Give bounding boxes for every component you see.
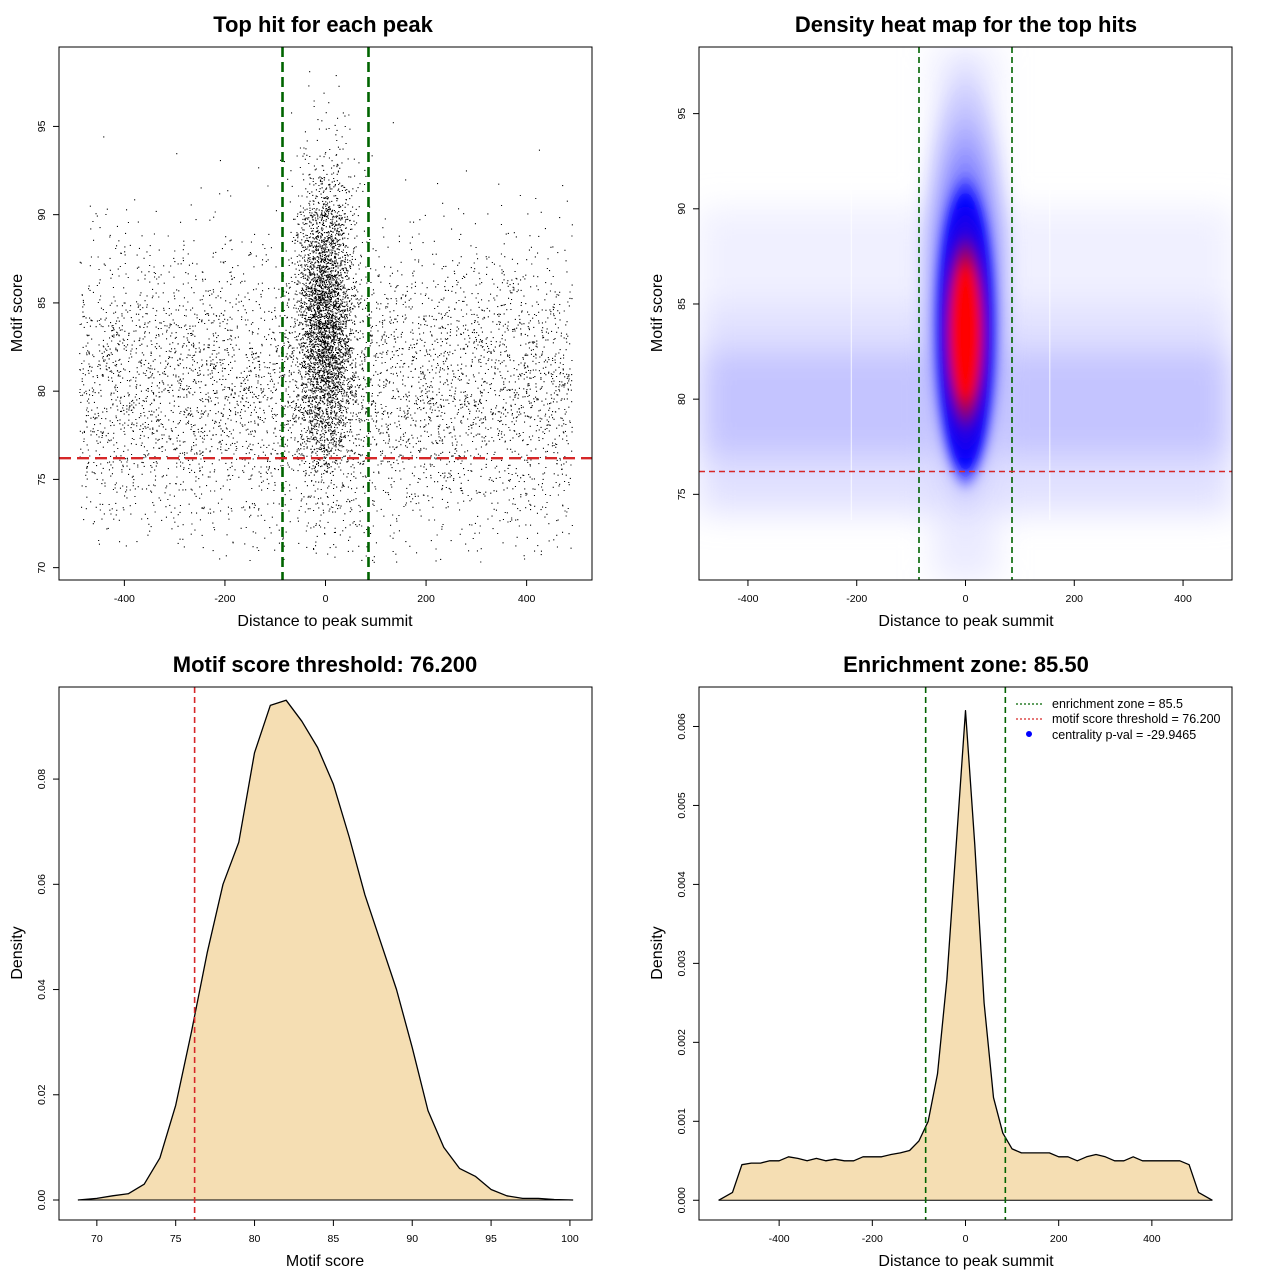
x-tick-label: 90 [406,1233,418,1245]
chart-title: Top hit for each peak [213,12,433,37]
y-tick-label: 0.003 [676,950,688,976]
y-axis-label: Motif score [9,274,26,352]
x-tick-label: 400 [1174,593,1192,605]
y-tick-label: 0.000 [676,1187,688,1213]
x-tick-label: -400 [114,593,135,605]
x-tick-label: -400 [769,1233,790,1245]
motif-score-density-panel: Motif score threshold: 76.200 70 75 80 85 90… [9,652,593,1270]
scatter-points [79,71,573,563]
x-tick-label: 95 [485,1233,497,1245]
chart-title: Density heat map for the top hits [795,12,1137,37]
density-curve [718,710,1213,1201]
heatmap-peak [909,47,1022,535]
x-axis-label: Motif score [286,1253,364,1270]
y-tick-label: 90 [676,203,688,215]
legend: enrichment zone = 85.5 motif score thres… [1016,697,1221,742]
x-tick-label: 70 [91,1233,103,1245]
x-tick-label: 400 [518,593,536,605]
y-tick-label: 0.001 [676,1108,688,1134]
chart-title: Motif score threshold: 76.200 [173,652,477,677]
x-tick-label: 200 [1050,1233,1068,1245]
y-tick-label: 70 [36,562,48,574]
y-axis-label: Density [9,926,26,979]
x-tick-label: -200 [862,1233,883,1245]
legend-label-enrichment: enrichment zone = 85.5 [1052,697,1183,711]
x-tick-label: -400 [737,593,758,605]
x-tick-label: 400 [1143,1233,1161,1245]
y-tick-label: 0.02 [36,1084,48,1105]
legend-label-pval: centrality p-val = -29.9465 [1052,728,1196,742]
y-tick-label: 0.06 [36,874,48,895]
y-tick-label: 75 [36,473,48,485]
x-tick-label: 200 [1066,593,1084,605]
y-tick-label: 0.004 [676,871,688,897]
density-curve [77,699,574,1201]
y-tick-label: 85 [676,298,688,310]
x-axis-label: Distance to peak summit [878,1253,1054,1270]
y-tick-label: 0.005 [676,792,688,818]
chart-title: Enrichment zone: 85.50 [843,652,1089,677]
heatmap-surface [699,47,1232,580]
scatter-panel: Top hit for each peak -400 -200 0 200 400 70… [9,12,593,630]
y-axis-label: Density [649,926,666,979]
y-tick-label: 75 [676,488,688,500]
x-tick-label: 200 [417,593,435,605]
x-tick-label: 85 [328,1233,340,1245]
distance-density-panel: Enrichment zone: 85.50 -400 -200 0 200 400 0… [649,652,1233,1270]
y-tick-label: 0.04 [36,979,48,1000]
y-tick-label: 0.006 [676,713,688,739]
heatmap-panel: Density heat map for the top hits -400 -2… [649,12,1233,630]
x-axis-label: Distance to peak summit [878,613,1054,630]
density-area [77,700,574,1200]
x-axis-label: Distance to peak summit [237,613,413,630]
y-tick-label: 90 [36,209,48,221]
x-tick-label: 100 [561,1233,579,1245]
x-tick-label: -200 [214,593,235,605]
y-tick-label: 85 [36,297,48,309]
x-tick-label: -200 [846,593,867,605]
legend-label-threshold: motif score threshold = 76.200 [1052,712,1221,726]
y-tick-label: 0.002 [676,1029,688,1055]
y-tick-label: 0.08 [36,769,48,790]
y-tick-label: 95 [36,120,48,132]
scatter-point-cloud [79,71,573,563]
x-tick-label: 0 [963,1233,969,1245]
y-tick-label: 95 [676,108,688,120]
plot-frame [58,686,593,1221]
y-tick-label: 80 [676,393,688,405]
x-tick-label: 0 [323,593,329,605]
x-tick-label: 80 [249,1233,261,1245]
y-tick-label: 0.00 [36,1190,48,1211]
legend-swatch-pval [1026,731,1032,737]
y-tick-label: 80 [36,385,48,397]
y-axis-label: Motif score [649,274,666,352]
x-tick-label: 75 [170,1233,182,1245]
x-tick-label: 0 [963,593,969,605]
density-area [718,710,1213,1201]
